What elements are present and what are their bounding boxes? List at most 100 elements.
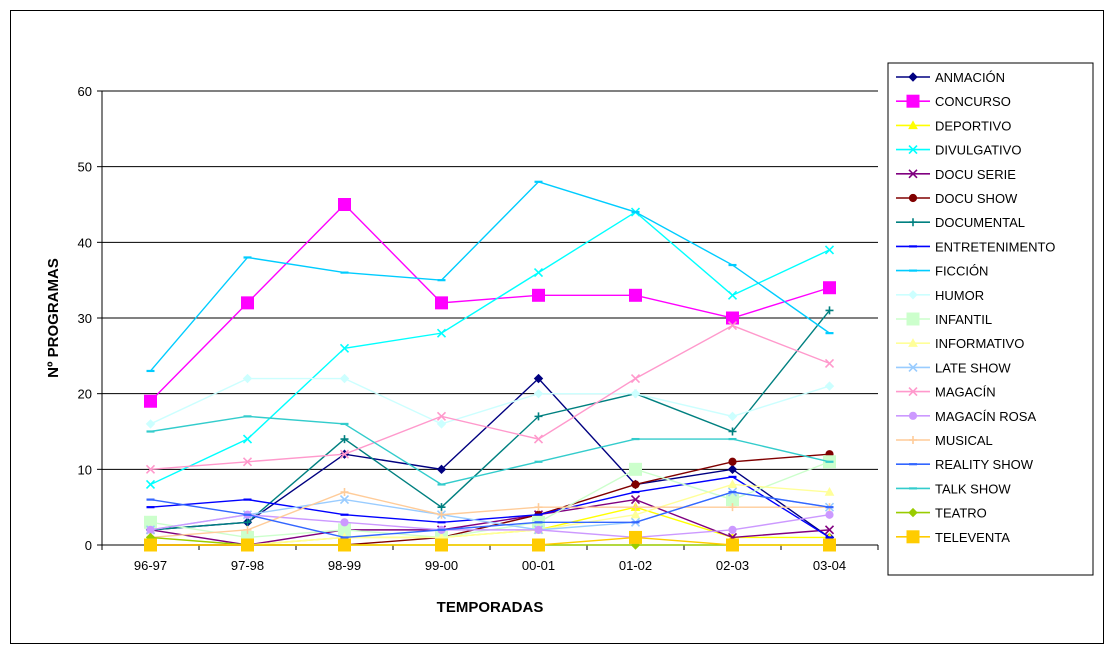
series-1	[144, 198, 836, 408]
x-axis-title: TEMPORADAS	[437, 599, 544, 616]
series-19	[144, 530, 836, 552]
data-point	[339, 343, 350, 353]
y-axis-title: Nº PROGRAMAS	[45, 258, 62, 378]
x-tick-label: 96-97	[134, 558, 167, 573]
legend-item: HUMOR	[896, 288, 984, 303]
data-point	[145, 419, 156, 429]
data-point	[338, 198, 351, 211]
legend-label: LATE SHOW	[935, 360, 1011, 375]
series-7	[146, 475, 834, 539]
data-point	[532, 288, 545, 302]
data-point	[340, 518, 349, 527]
data-point	[630, 388, 641, 399]
legend-marker	[908, 290, 918, 300]
legend-label: TEATRO	[935, 506, 987, 521]
legend-label: DEPORTIVO	[935, 118, 1011, 133]
legend-item: REALITY SHOW	[896, 457, 1034, 472]
series-line	[150, 483, 830, 546]
legend-item: INFORMATIVO	[896, 336, 1024, 351]
legend-item: FICCIÓN	[896, 264, 988, 279]
series-line	[150, 491, 830, 539]
x-tick-label: 97-98	[231, 558, 264, 573]
data-point	[727, 321, 738, 331]
data-point	[825, 510, 834, 519]
data-point	[242, 434, 253, 444]
legend-label: MUSICAL	[935, 433, 993, 448]
data-point	[339, 449, 350, 459]
data-point	[436, 411, 447, 421]
series-14	[146, 510, 834, 542]
y-tick-label: 10	[78, 462, 92, 477]
legend-label: FICCIÓN	[935, 264, 988, 279]
axes-layer: 0 10 20 30 40 50 60 96-97 97-98 98-99 99-00 00-01 01…	[78, 84, 879, 573]
series-line	[150, 415, 830, 486]
legend-item: TALK SHOW	[896, 481, 1011, 496]
series-line	[150, 377, 830, 539]
y-tick-label: 60	[78, 84, 92, 99]
legend-item: ANMACIÓN	[896, 70, 1005, 85]
series-line	[150, 476, 830, 539]
data-point	[824, 245, 835, 255]
legend-item: DOCU SHOW	[896, 191, 1018, 206]
data-point	[728, 503, 737, 512]
legend-label: DOCUMENTAL	[935, 215, 1025, 230]
series-13	[145, 321, 835, 474]
data-point	[629, 530, 642, 544]
data-point	[534, 412, 543, 421]
legend-item: TELEVENTA	[896, 530, 1010, 545]
series-8	[146, 180, 834, 373]
data-point	[726, 538, 739, 552]
data-point	[146, 525, 155, 534]
legend-label: DOCU SHOW	[935, 191, 1018, 206]
legend-label: CONCURSO	[935, 94, 1011, 109]
data-point	[144, 394, 157, 408]
legend-marker	[909, 436, 917, 444]
x-tick-label: 99-00	[425, 558, 458, 573]
data-point	[727, 464, 738, 475]
legend-item: DOCU SERIE	[896, 167, 1016, 182]
data-point	[436, 464, 447, 475]
legend-item: MAGACÍN	[896, 385, 996, 400]
legend-item: DIVULGATIVO	[896, 143, 1021, 158]
data-point	[437, 510, 446, 519]
data-point	[727, 411, 738, 422]
data-point	[339, 495, 350, 505]
data-point	[823, 538, 836, 552]
legend-item: ENTRETENIMENTO	[896, 239, 1055, 254]
data-point	[727, 290, 738, 300]
series-layer	[144, 180, 836, 552]
data-point	[242, 373, 253, 384]
data-point	[437, 503, 446, 512]
data-point	[726, 311, 739, 325]
legend-label: REALITY SHOW	[935, 457, 1034, 472]
y-tick-label: 50	[78, 160, 92, 175]
legend-label: DIVULGATIVO	[935, 143, 1021, 158]
x-tick-label: 98-99	[328, 558, 361, 573]
data-point	[629, 288, 642, 302]
legend-marker	[908, 507, 918, 518]
series-line	[150, 211, 830, 486]
legend-item: MUSICAL	[896, 433, 993, 448]
data-point	[436, 328, 447, 338]
series-17	[146, 415, 834, 486]
data-point	[145, 464, 156, 474]
legend-marker	[908, 411, 918, 420]
legend-marker	[908, 387, 918, 397]
series-line	[150, 491, 830, 539]
data-point	[728, 457, 737, 466]
legend: ANMACIÓN CONCURSO DEPORTIVO DIVULGATIVO DOCU…	[887, 62, 1094, 576]
series-line	[150, 536, 830, 546]
data-point	[823, 281, 836, 295]
data-point	[631, 503, 640, 512]
legend-marker	[908, 72, 918, 82]
x-tick-label: 03-04	[813, 558, 846, 573]
data-point	[243, 518, 252, 527]
data-point	[534, 503, 543, 512]
data-point	[338, 538, 351, 552]
data-point	[824, 525, 835, 535]
series-line	[150, 377, 830, 425]
y-tick-label: 20	[78, 387, 92, 402]
data-point	[824, 381, 835, 391]
data-point	[532, 538, 545, 552]
